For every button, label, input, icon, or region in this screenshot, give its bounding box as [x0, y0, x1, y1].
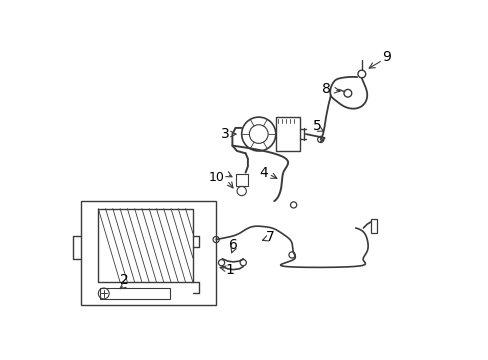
Text: 5: 5 [312, 120, 321, 133]
Bar [100, 288, 169, 299]
Bar [235, 174, 247, 186]
Text: 10: 10 [208, 171, 224, 184]
Bar [275, 117, 299, 151]
Text: 2: 2 [120, 273, 129, 287]
Text: 1: 1 [225, 264, 234, 277]
Text: 6: 6 [228, 238, 237, 252]
Bar [81, 201, 216, 305]
Bar [370, 219, 377, 233]
Text: 8: 8 [321, 82, 330, 96]
Text: 9: 9 [382, 50, 390, 64]
Text: 3: 3 [221, 127, 229, 141]
Text: 7: 7 [265, 230, 274, 244]
Text: 4: 4 [259, 166, 268, 180]
